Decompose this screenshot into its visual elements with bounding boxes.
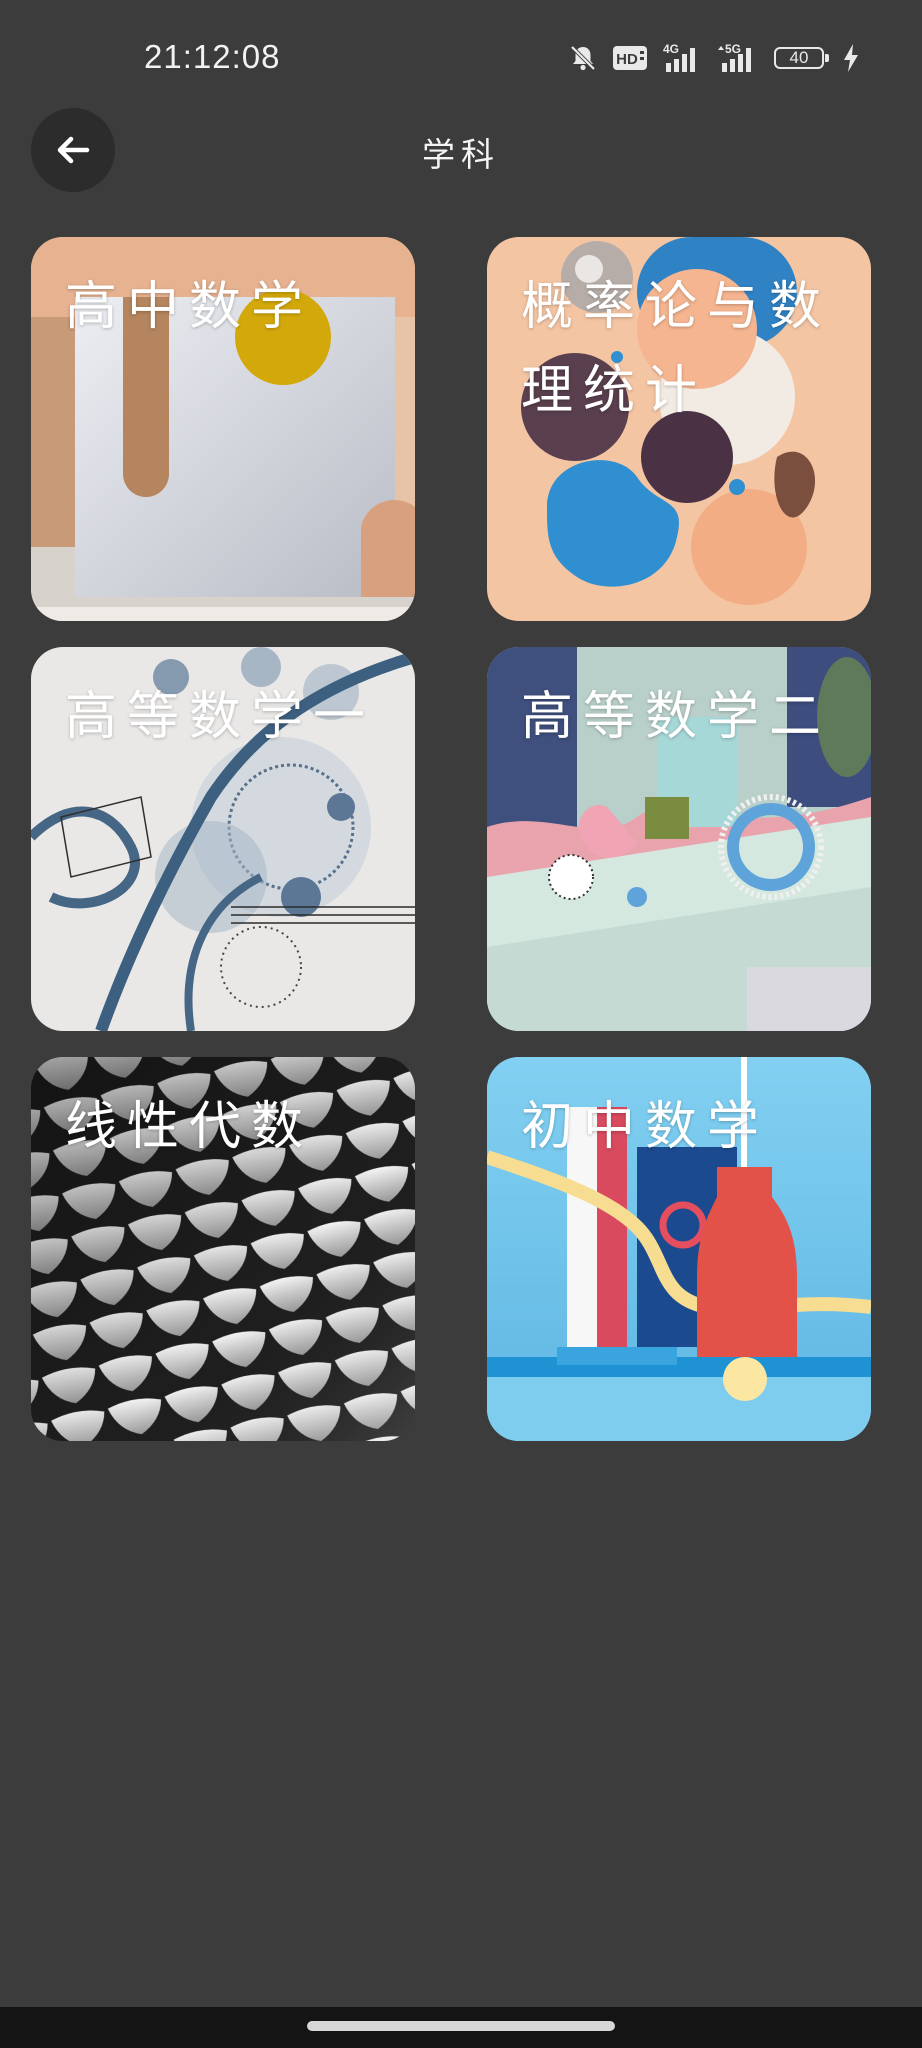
home-indicator[interactable] <box>307 2021 615 2031</box>
subject-label: 高等数学一 <box>65 687 376 747</box>
subject-label: 高中数学 <box>65 277 314 337</box>
signal-5g-icon: 5G <box>718 42 751 72</box>
subject-card-advanced-math-1[interactable]: 高等数学一 <box>31 647 415 1031</box>
battery-icon: 40 <box>774 47 829 69</box>
subject-label: 初中数学 <box>521 1097 770 1157</box>
subject-card-advanced-math-2[interactable]: 高等数学二 <box>487 647 871 1031</box>
charging-icon <box>844 44 858 72</box>
card-image-bottle-illustration <box>487 1057 871 1441</box>
page-title: 学科 <box>422 135 500 174</box>
subject-card-probability-statistics[interactable]: 概率论与数理统计 <box>487 237 871 621</box>
card-image-3d-spheres <box>487 237 871 621</box>
hd-icon: HD <box>613 46 647 70</box>
card-image-3d-machine <box>487 647 871 1031</box>
bell-muted-icon <box>570 45 596 71</box>
signal-4g-icon: 4G <box>663 42 695 72</box>
subject-label: 概率论与数理统计 <box>521 277 832 421</box>
status-bar: 21:12:08 HD 4G 5G <box>0 0 922 118</box>
subject-card-middle-school-math[interactable]: 初中数学 <box>487 1057 871 1441</box>
arrow-left-icon <box>57 136 90 164</box>
subject-label: 线性代数 <box>65 1097 314 1157</box>
status-icons: HD 4G 5G 40 <box>568 40 860 76</box>
status-time: 21:12:08 <box>144 38 281 75</box>
subject-card-linear-algebra[interactable]: 线性代数 <box>31 1057 415 1441</box>
network-label-5g: 5G <box>725 42 741 56</box>
subject-card-high-school-math[interactable]: 高中数学 <box>31 237 415 621</box>
hd-label: HD <box>616 51 638 68</box>
network-label-4g: 4G <box>663 42 679 56</box>
subject-label: 高等数学二 <box>521 687 832 747</box>
card-image-watercolor <box>31 647 415 1031</box>
battery-level: 40 <box>789 48 809 67</box>
back-button[interactable] <box>31 108 115 192</box>
card-image-abstract-arch <box>31 237 415 621</box>
card-image-metal-scales <box>31 1057 415 1441</box>
